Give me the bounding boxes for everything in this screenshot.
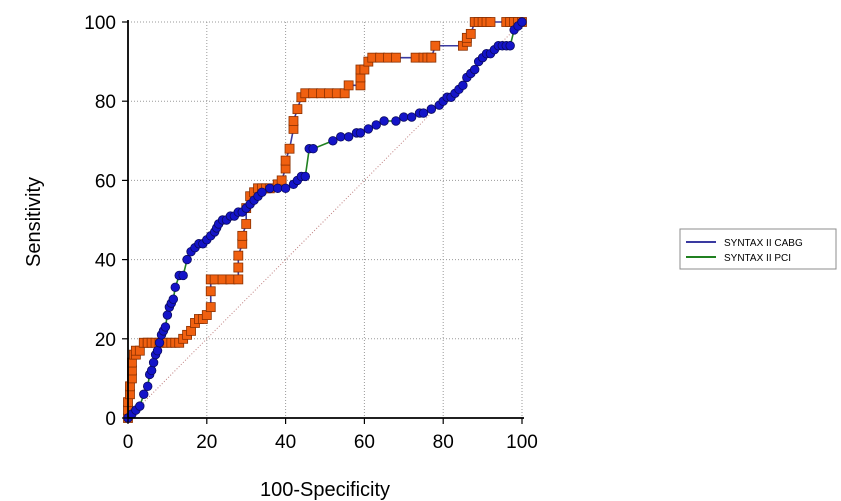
data-point-square — [426, 52, 437, 63]
data-point-circle — [148, 357, 159, 368]
data-point-circle — [168, 294, 179, 304]
x-tick-labels: 0 20 40 60 80 100 — [123, 432, 538, 453]
data-point-circle — [257, 187, 267, 197]
data-point-square — [465, 28, 476, 39]
data-point-circle — [343, 132, 354, 142]
y-tick-label: 20 — [95, 330, 116, 351]
x-tick-label: 40 — [275, 432, 296, 453]
data-point-square — [241, 219, 252, 229]
data-point-circle — [154, 338, 165, 348]
data-point-circle — [355, 128, 366, 138]
legend-label: SYNTAX II PCI — [724, 253, 791, 264]
data-point-square — [485, 17, 496, 27]
data-point-square — [284, 143, 295, 154]
data-point-square — [280, 155, 291, 166]
data-point-circle — [371, 120, 381, 130]
data-point-circle — [517, 17, 527, 27]
data-point-circle — [418, 108, 429, 118]
data-point-circle — [170, 282, 180, 293]
y-tick-label: 60 — [95, 171, 116, 192]
y-tick-label: 0 — [105, 409, 116, 430]
data-point-square — [233, 250, 244, 261]
data-point-circle — [336, 132, 346, 142]
data-point-circle — [426, 104, 437, 114]
data-point-square — [430, 40, 441, 51]
data-point-circle — [300, 171, 311, 182]
legend-label: SYNTAX II CABG — [724, 238, 803, 249]
data-point-circle — [162, 310, 173, 320]
y-tick-labels: 0 20 40 60 80 100 — [84, 13, 116, 430]
data-point-circle — [363, 124, 374, 134]
y-tick-label: 100 — [84, 13, 116, 34]
data-point-square — [292, 104, 303, 115]
legend-box — [679, 228, 837, 270]
data-point-circle — [399, 112, 409, 122]
x-tick-label: 100 — [506, 432, 538, 453]
data-point-square — [233, 274, 244, 285]
data-point-square — [343, 80, 354, 91]
y-tick-label: 80 — [95, 92, 116, 113]
data-point-circle — [470, 64, 480, 75]
y-tick-label: 40 — [95, 251, 116, 272]
legend: SYNTAX II CABG SYNTAX II PCI — [679, 228, 837, 270]
data-point-square — [233, 262, 244, 273]
data-point-circle — [273, 183, 283, 194]
data-point-circle — [328, 136, 338, 146]
data-point-circle — [406, 112, 417, 122]
data-point-circle — [458, 80, 468, 91]
data-point-circle — [505, 41, 515, 51]
x-tick-label: 0 — [123, 432, 134, 453]
data-point-circle — [146, 365, 157, 376]
x-tick-label: 20 — [196, 432, 217, 453]
data-point-square — [276, 175, 287, 186]
data-point-circle — [182, 254, 192, 265]
data-point-square — [205, 302, 216, 313]
data-point-circle — [178, 270, 188, 281]
data-point-square — [237, 230, 248, 241]
x-axis-title: 100-Specificity — [260, 479, 390, 501]
data-point-circle — [379, 116, 389, 126]
data-point-circle — [139, 389, 149, 399]
data-point-square — [205, 286, 216, 297]
data-point-circle — [135, 401, 145, 411]
data-point-circle — [391, 116, 401, 126]
x-tick-label: 60 — [354, 432, 375, 453]
axes — [122, 20, 524, 424]
series-markers-1 — [123, 17, 527, 423]
data-point-circle — [265, 183, 275, 194]
data-point-circle — [152, 345, 163, 356]
data-point-square — [391, 52, 401, 63]
data-point-circle — [142, 381, 153, 392]
x-tick-label: 80 — [433, 432, 454, 453]
data-point-circle — [280, 183, 291, 194]
data-point-circle — [160, 322, 171, 332]
data-point-square — [288, 116, 299, 126]
data-point-circle — [308, 144, 318, 154]
y-axis-title: Sensitivity — [23, 177, 45, 267]
